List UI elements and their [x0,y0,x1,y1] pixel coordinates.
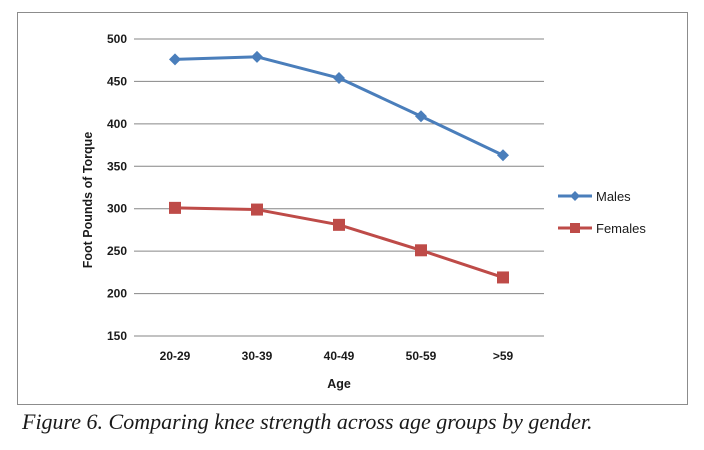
data-point-females [251,203,263,216]
data-point-males [415,110,427,123]
data-point-females [497,271,509,284]
tick-labels: 150 200 250 300 350 400 450 500 20-29 30-39 40-49 5… [107,32,514,363]
series-line-females [174,206,504,279]
y-tick-label: 200 [107,287,127,301]
y-tick-label: 250 [107,244,127,258]
x-tick-label: 20-29 [160,349,191,363]
x-axis-title: Age [327,377,351,391]
y-tick-label: 350 [107,159,127,173]
x-tick-label: 50-59 [406,349,437,363]
data-point-males [497,149,509,162]
legend-label-females: Females [596,221,646,236]
y-tick-label: 450 [107,74,127,88]
data-point-females [169,201,181,214]
data-point-males [333,72,345,85]
data-point-males [251,50,263,63]
y-tick-label: 500 [107,32,127,46]
y-tick-label: 400 [107,117,127,131]
legend-label-males: Males [596,189,631,204]
legend-marker-females [570,223,580,233]
y-tick-label: 150 [107,329,127,343]
x-tick-label: >59 [493,349,514,363]
gridlines [134,38,544,337]
legend: Males Females [558,189,646,236]
y-tick-label: 300 [107,202,127,216]
legend-marker-males [570,191,580,201]
series-line-males [174,55,504,157]
figure-caption: Figure 6. Comparing knee strength across… [22,409,593,434]
y-axis-title: Foot Pounds of Torque [81,132,95,269]
x-tick-label: 30-39 [242,349,273,363]
series-layer [169,50,509,284]
data-point-males [169,53,181,66]
x-tick-label: 40-49 [324,349,355,363]
data-point-females [333,218,345,231]
data-point-females [415,244,427,257]
